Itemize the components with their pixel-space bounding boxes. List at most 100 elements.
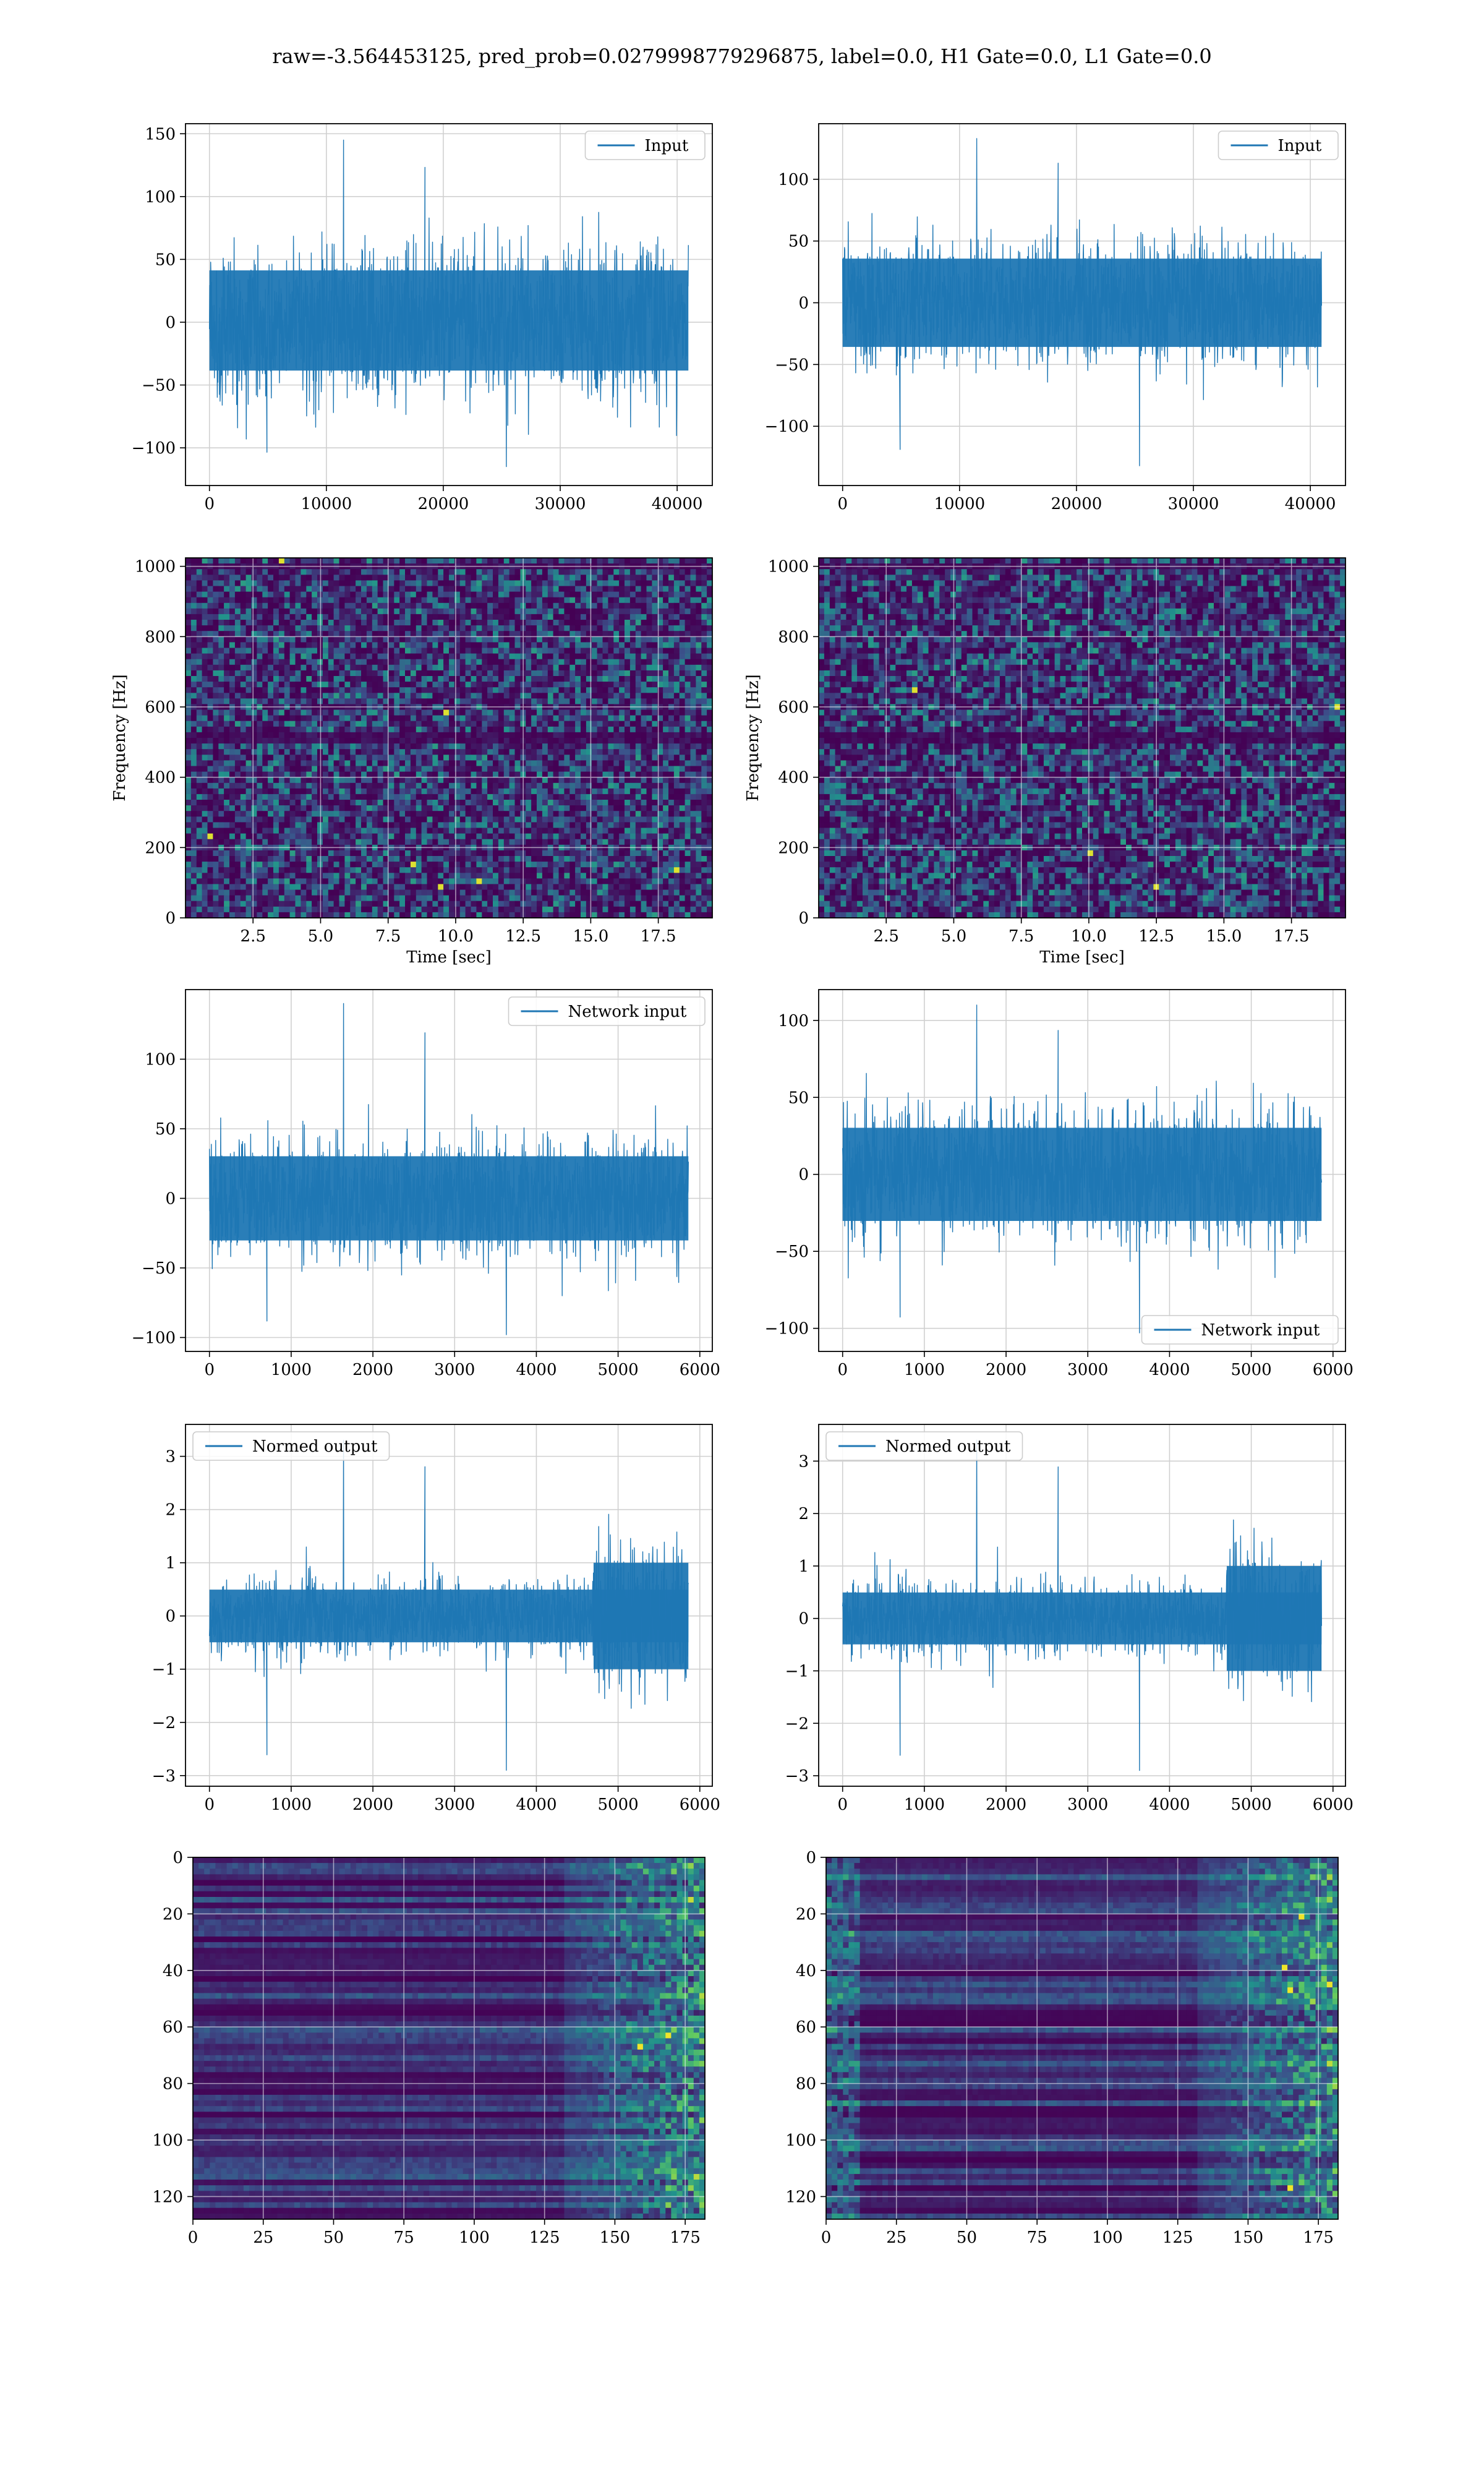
spectrogram-left-cell — [542, 687, 548, 693]
spectrogram-left-cell — [262, 687, 268, 693]
spectrogram-left-cell — [208, 828, 214, 834]
spectrogram-left-cell — [422, 693, 428, 699]
spectrogram-left-cell — [668, 659, 675, 666]
spectrogram-left-cell — [268, 766, 274, 773]
spectrogram-left-cell — [252, 800, 258, 806]
spectrogram-left-cell — [696, 693, 702, 699]
spectrogram-left-cell — [422, 636, 428, 643]
spectrogram-left-cell — [685, 665, 691, 671]
spectrogram-left-cell — [460, 659, 466, 666]
spectrogram-left-cell — [498, 721, 505, 727]
spectrogram-left-cell — [191, 732, 197, 738]
spectrogram-left-cell — [652, 732, 658, 738]
spectrogram-left-cell — [482, 580, 488, 586]
spectrogram-left-cell — [394, 603, 400, 609]
spectrogram-left-cell — [510, 772, 516, 778]
spectrogram-left-cell — [443, 597, 450, 604]
spectrogram-left-cell — [636, 642, 642, 648]
spectrogram-left-cell — [328, 648, 335, 654]
spectrogram-left-cell — [564, 834, 570, 840]
spectrogram-left-cell — [186, 603, 192, 609]
spectrogram-left-cell — [691, 716, 697, 722]
spectrogram-left-cell — [246, 693, 252, 699]
spectrogram-left-cell — [372, 642, 378, 648]
spectrogram-left-cell — [301, 727, 307, 733]
spectrogram-left-cell — [608, 811, 614, 817]
spectrogram-left-cell — [235, 597, 241, 604]
spectrogram-left-cell — [432, 665, 438, 671]
spectrogram-left-cell — [510, 642, 516, 648]
spectrogram-left-cell — [592, 738, 598, 744]
spectrogram-left-cell — [350, 716, 356, 722]
spectrogram-left-cell — [487, 834, 493, 840]
spectrogram-left-cell — [466, 816, 472, 823]
spectrogram-left-cell — [476, 811, 482, 817]
spectrogram-left-cell — [685, 569, 691, 575]
spectrogram-left-cell — [603, 642, 609, 648]
spectrogram-left-cell — [301, 738, 307, 744]
spectrogram-left-cell — [416, 609, 422, 615]
spectrogram-left-cell — [531, 716, 537, 722]
spectrogram-left-cell — [432, 816, 438, 823]
spectrogram-left-cell — [443, 558, 450, 564]
spectrogram-left-cell — [438, 816, 444, 823]
spectrogram-left-cell — [619, 727, 625, 733]
spectrogram-left-cell — [460, 755, 466, 761]
spectrogram-left-cell — [422, 716, 428, 722]
spectrogram-left-cell — [213, 828, 219, 834]
spectrogram-left-cell — [378, 732, 384, 738]
spectrogram-left-cell — [388, 839, 394, 845]
spectrogram-left-cell — [691, 597, 697, 604]
spectrogram-left-cell — [504, 654, 510, 660]
spectrogram-left-cell — [569, 592, 576, 598]
spectrogram-left-cell — [504, 716, 510, 722]
spectrogram-left-cell — [691, 727, 697, 733]
spectrogram-left-cell — [241, 698, 247, 704]
spectrogram-left-cell — [422, 609, 428, 615]
spectrogram-left-cell — [323, 687, 329, 693]
spectrogram-left-cell — [668, 625, 675, 631]
spectrogram-left-cell — [564, 710, 570, 716]
spectrogram-left-cell — [235, 839, 241, 845]
spectrogram-left-cell — [597, 693, 603, 699]
spectrogram-left-cell — [306, 811, 312, 817]
spectrogram-left-cell — [323, 614, 329, 620]
spectrogram-left-cell — [471, 839, 477, 845]
spectrogram-left-cell — [674, 614, 680, 620]
spectrogram-left-cell — [334, 625, 340, 631]
spectrogram-left-cell — [301, 800, 307, 806]
spectrogram-left-cell — [592, 558, 598, 564]
spectrogram-left-cell — [416, 665, 422, 671]
spectrogram-left-cell — [273, 777, 279, 784]
spectrogram-left-cell — [466, 727, 472, 733]
spectrogram-left-cell — [608, 614, 614, 620]
spectrogram-left-cell — [613, 805, 620, 811]
spectrogram-left-cell — [378, 642, 384, 648]
spectrogram-left-cell — [493, 597, 499, 604]
spectrogram-left-cell — [422, 727, 428, 733]
spectrogram-left-cell — [575, 670, 581, 677]
spectrogram-left-cell — [449, 743, 455, 750]
spectrogram-left-cell — [498, 772, 505, 778]
spectrogram-left-cell — [208, 580, 214, 586]
spectrogram-left-cell — [537, 580, 543, 586]
spectrogram-left-cell — [537, 738, 543, 744]
spectrogram-left-cell — [701, 665, 707, 671]
spectrogram-left-cell — [680, 580, 686, 586]
spectrogram-left-cell — [531, 743, 537, 750]
spectrogram-left-cell — [701, 834, 707, 840]
spectrogram-left-cell — [257, 609, 263, 615]
spectrogram-left-cell — [449, 738, 455, 744]
spectrogram-left-cell — [388, 732, 394, 738]
spectrogram-left-cell — [367, 676, 373, 682]
spectrogram-left-cell — [296, 783, 302, 789]
spectrogram-left-cell — [680, 794, 686, 800]
spectrogram-left-cell — [268, 772, 274, 778]
spectrogram-left-cell — [498, 789, 505, 795]
spectrogram-left-cell — [569, 609, 576, 615]
spectrogram-left-cell — [202, 609, 208, 615]
spectrogram-left-cell — [235, 558, 241, 564]
spectrogram-left-cell — [339, 839, 346, 845]
spectrogram-left-cell — [636, 614, 642, 620]
spectrogram-left-cell — [603, 789, 609, 795]
